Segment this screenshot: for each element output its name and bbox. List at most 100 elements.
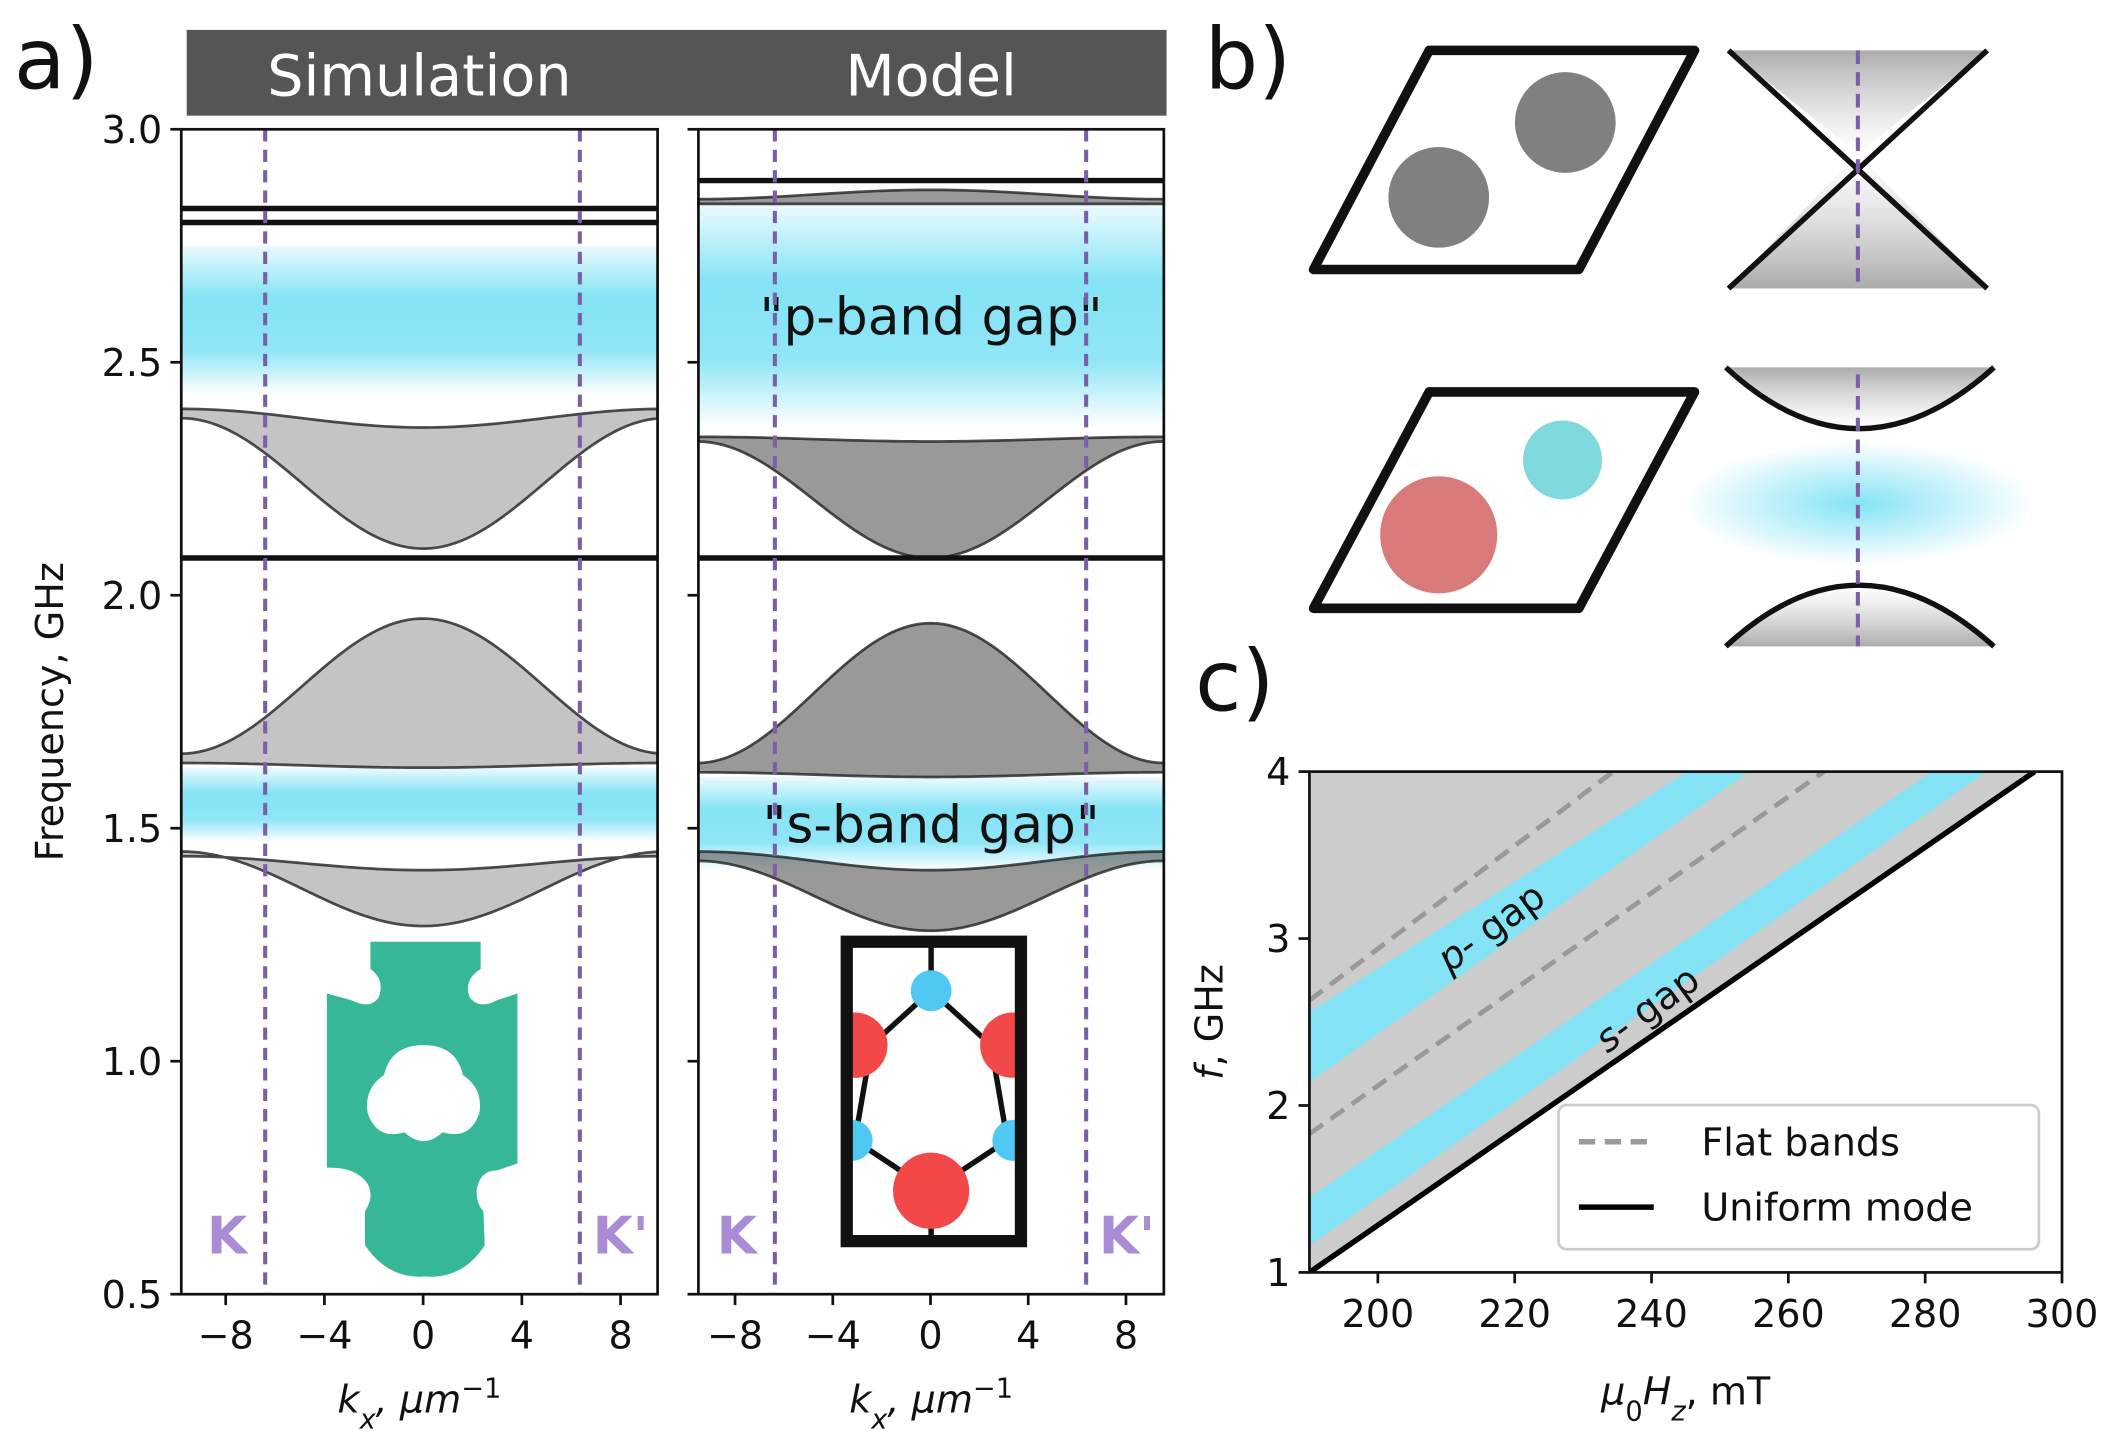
y-tick-label: 3 — [1266, 917, 1290, 961]
axis-label-part: f — [1187, 1061, 1231, 1080]
axis-label-part: x — [870, 1404, 888, 1433]
plot-area — [181, 205, 658, 928]
site — [893, 1152, 970, 1229]
axis-label-part: x — [359, 1404, 377, 1433]
x-tick-label: 220 — [1478, 1292, 1551, 1336]
axis-label: μ0Hz, mT — [1600, 1369, 1771, 1427]
axis-label: kx, μm−1 — [338, 1373, 502, 1433]
model-inset — [840, 935, 1028, 1248]
axis-label-part: k — [849, 1378, 873, 1422]
k-label: K' — [1099, 1206, 1155, 1266]
gap — [181, 245, 658, 395]
axis-label-part: −1 — [461, 1373, 501, 1404]
panel-b — [1308, 45, 2035, 649]
sim-inset — [326, 941, 518, 1277]
plot-frame — [1308, 770, 2064, 1274]
axis-label: f, GHz — [1187, 964, 1231, 1080]
band — [698, 850, 1164, 933]
plot-area — [1309, 771, 2037, 1273]
k-label: K — [207, 1206, 249, 1266]
axis-label-part: 0 — [1625, 1396, 1642, 1427]
x-tick-label: 8 — [1114, 1314, 1138, 1358]
panel-title: Model — [845, 43, 1017, 109]
axis-label-part: , μm — [887, 1378, 973, 1422]
cell — [1308, 45, 1700, 275]
band — [698, 435, 1164, 560]
axis-label-part: , mT — [1686, 1369, 1771, 1413]
y-tick-label: 1.5 — [102, 807, 163, 851]
site — [846, 1120, 873, 1161]
unit-cell-shape — [326, 941, 518, 1277]
y-tick-label: 1.0 — [102, 1040, 163, 1084]
band — [181, 617, 658, 770]
y-tick-label: 0.5 — [102, 1273, 163, 1317]
x-tick-label: 4 — [510, 1314, 534, 1358]
panel-label: a) — [14, 10, 99, 108]
band-panel: K K' −8 −4 0 4 8 0.5 1.0 1.5 2.0 2.5 3.0 Simulation kx… — [28, 43, 659, 1433]
y-axis-label: Frequency, GHz — [28, 562, 72, 861]
header-bar — [186, 29, 1167, 116]
axis-label-part: , GHz — [1187, 964, 1231, 1066]
axis-label-part: −1 — [973, 1373, 1013, 1404]
panel-label: b) — [1205, 10, 1291, 108]
site — [1514, 72, 1616, 173]
plot-frame — [179, 127, 659, 1296]
legend-label: Flat bands — [1701, 1120, 1900, 1164]
site — [910, 970, 952, 1012]
axis-label-part: H — [1643, 1369, 1672, 1413]
x-tick-label: 260 — [1752, 1292, 1825, 1336]
gap-glow — [1680, 442, 2035, 565]
k-label: K — [717, 1206, 759, 1266]
y-tick-label: 1 — [1266, 1251, 1290, 1295]
cell — [1308, 387, 1700, 614]
x-tick-label: 280 — [1889, 1292, 1962, 1336]
panel-a: K K'−8 −4 0 4 80.51.01.52.02.53.0Simulationkx… — [28, 43, 2098, 1433]
legend-box — [1557, 1103, 2041, 1251]
x-tick-label: 8 — [608, 1314, 632, 1358]
axis-label-part: , μm — [376, 1378, 462, 1422]
x-tick-label: 4 — [1016, 1314, 1040, 1358]
band — [698, 188, 1164, 206]
gap-area — [1309, 771, 1987, 1246]
legend-label: Uniform mode — [1701, 1186, 1973, 1230]
band-panel: "p-band gap" "s-band gap" K K' −8 −4 0 4 8 Model k… — [687, 43, 1166, 1433]
y-tick-label: 2.5 — [102, 341, 163, 385]
x-tick-label: 0 — [411, 1314, 435, 1358]
gap-label: "s-band gap" — [763, 796, 1100, 856]
series-line — [1309, 771, 2037, 1273]
axis-label: kx, μm−1 — [849, 1373, 1013, 1433]
k-label: K' — [593, 1206, 649, 1266]
band — [181, 850, 658, 928]
x-tick-label: −4 — [805, 1314, 861, 1358]
x-tick-label: −8 — [707, 1314, 763, 1358]
cell-frame — [840, 935, 1028, 1248]
y-tick-label: 4 — [1266, 750, 1290, 794]
lattice — [846, 941, 1021, 1242]
axis-label-part: k — [338, 1378, 362, 1422]
site — [1523, 420, 1603, 500]
series-line — [1309, 771, 1826, 1136]
x-tick-label: 300 — [2026, 1292, 2099, 1336]
panel-title: Simulation — [267, 43, 571, 109]
cone — [1728, 153, 1988, 289]
site — [980, 1012, 1021, 1078]
x-tick-label: 0 — [918, 1314, 942, 1358]
site — [846, 1012, 888, 1078]
site — [1380, 476, 1498, 594]
y-tick-label: 3.0 — [102, 108, 163, 152]
axis-label-part: μ — [1600, 1369, 1625, 1413]
x-tick-label: 200 — [1341, 1292, 1414, 1336]
gap-label: "p-band gap" — [760, 288, 1103, 348]
site — [992, 1120, 1021, 1161]
y-tick-label: 2 — [1266, 1084, 1290, 1128]
site — [1388, 146, 1490, 248]
panel-label: c) — [1195, 632, 1274, 730]
x-tick-label: −8 — [198, 1314, 254, 1358]
band — [181, 407, 658, 550]
series-line — [1309, 771, 1615, 1003]
x-tick-label: −4 — [296, 1314, 352, 1358]
gap-area — [1309, 771, 1750, 1083]
